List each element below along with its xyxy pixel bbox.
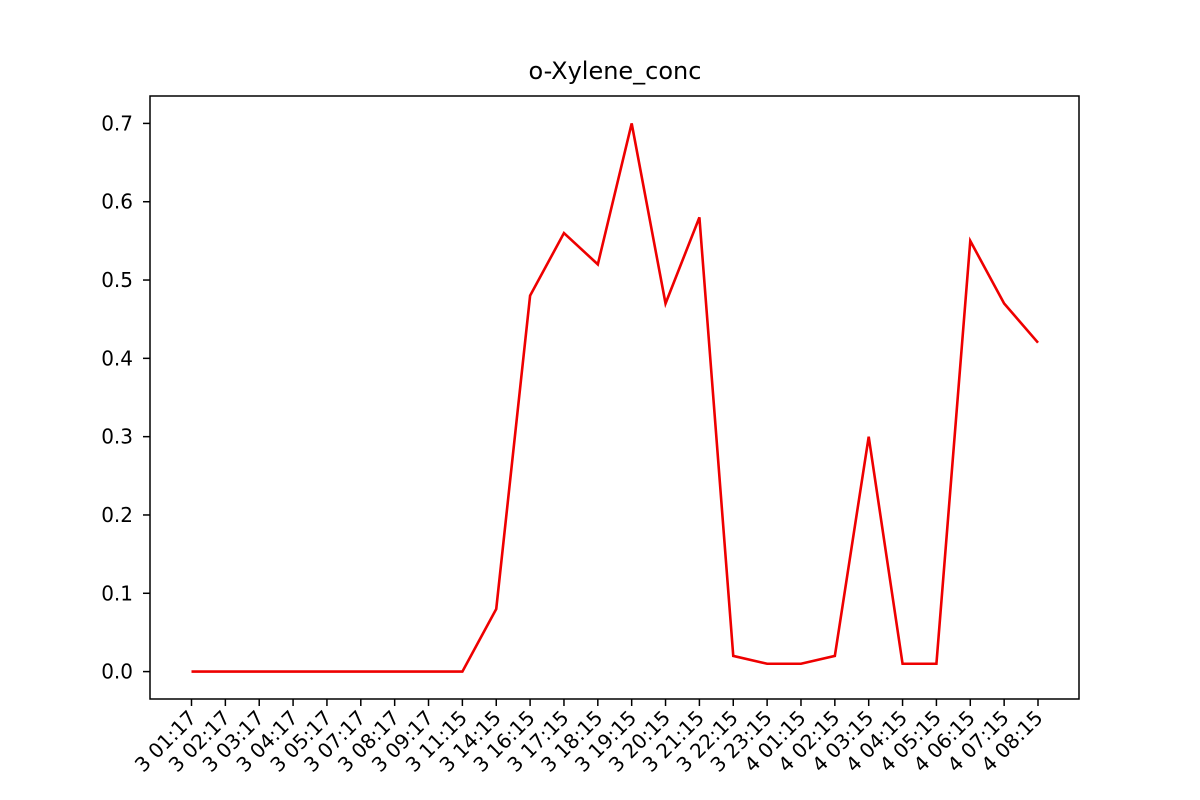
y-tick-label: 0.6 [101, 190, 133, 214]
chart-title: o-Xylene_conc [529, 57, 702, 85]
y-tick-label: 0.2 [101, 503, 133, 527]
y-tick-label: 0.3 [101, 425, 133, 449]
y-tick-label: 0.5 [101, 268, 133, 292]
plot-area-frame [149, 95, 1080, 700]
y-axis: 0.0 0.1 0.2 0.3 0.4 0.5 0.6 0.7 [101, 111, 150, 684]
y-tick-label: 0.1 [101, 581, 133, 605]
y-tick-label: 0.7 [101, 111, 133, 135]
x-axis: 3 01:173 02:173 03:173 04:173 05:173 07:… [130, 699, 1048, 777]
series-line [191, 123, 1039, 673]
y-tick-label: 0.0 [101, 660, 133, 684]
y-tick-label: 0.4 [101, 346, 133, 370]
